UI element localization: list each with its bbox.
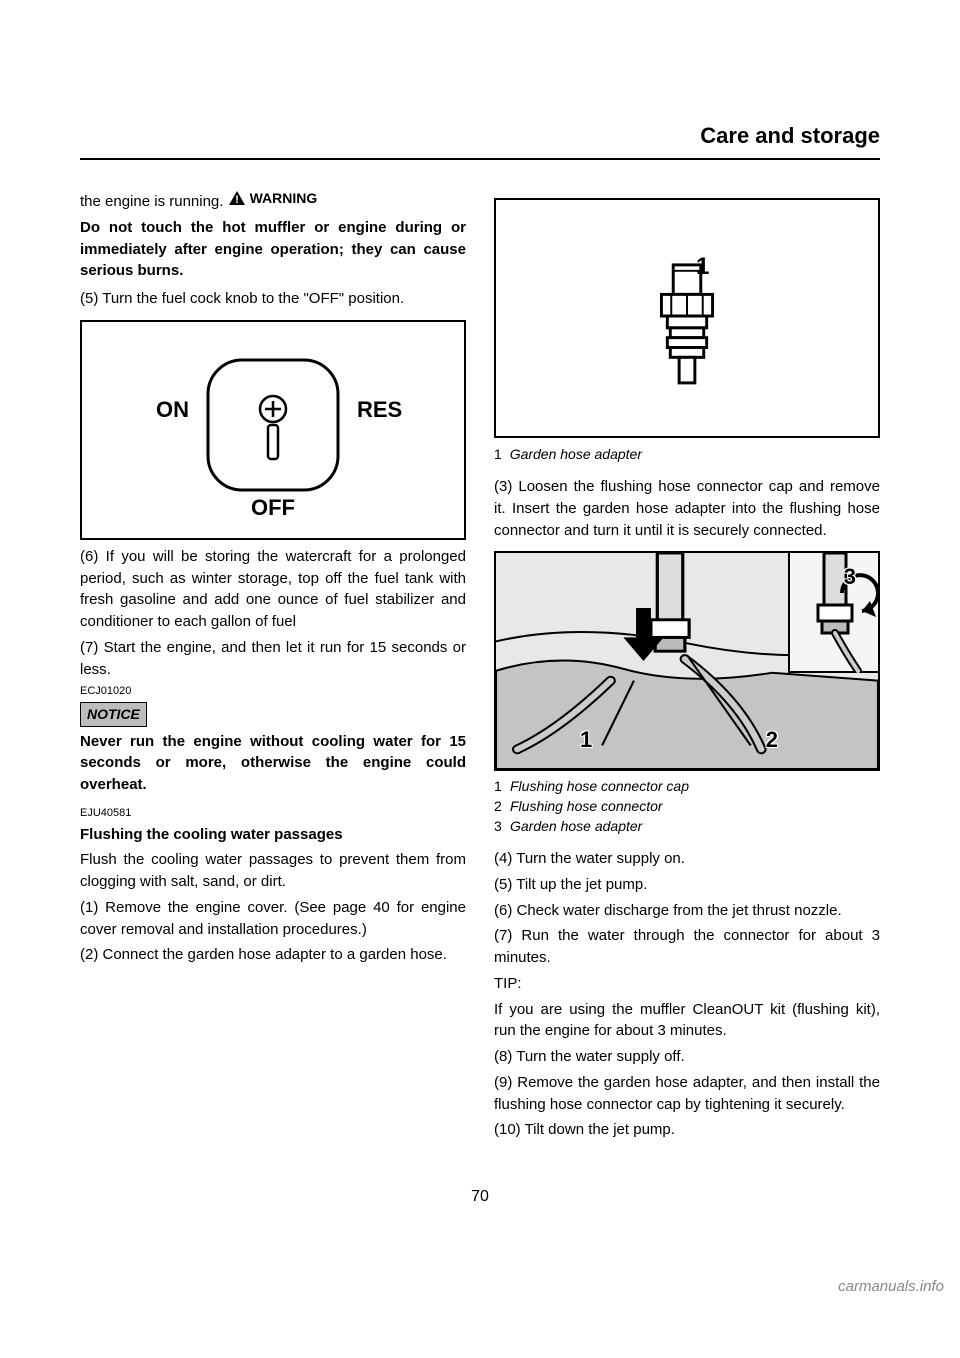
body-text: (1) Remove the engine cover. (See page 4… bbox=[80, 897, 466, 941]
body-text: (3) Loosen the flushing hose connector c… bbox=[494, 476, 880, 541]
figure-callout: 2 bbox=[766, 724, 778, 756]
body-text: (2) Connect the garden hose adapter to a… bbox=[80, 944, 466, 966]
body-text: (9) Remove the garden hose adapter, and … bbox=[494, 1072, 880, 1116]
warning-text: Do not touch the hot muffler or engine d… bbox=[80, 217, 466, 282]
figure-callout: 1 bbox=[580, 724, 592, 756]
body-text: (5) Turn the fuel cock knob to the "OFF"… bbox=[80, 288, 466, 310]
body-text: (5) Tilt up the jet pump. bbox=[494, 874, 880, 896]
body-text: (7) Run the water through the connector … bbox=[494, 925, 880, 969]
content-columns: the engine is running. ! WARNING Do not … bbox=[80, 188, 880, 1145]
caption-text: Garden hose adapter bbox=[510, 817, 642, 837]
body-text: (7) Start the engine, and then let it ru… bbox=[80, 637, 466, 681]
body-text: (10) Tilt down the jet pump. bbox=[494, 1119, 880, 1141]
section-heading: Flushing the cooling water passages bbox=[80, 824, 466, 846]
svg-text:!: ! bbox=[235, 194, 239, 206]
body-text: (4) Turn the water supply on. bbox=[494, 848, 880, 870]
warning-badge: ! WARNING bbox=[228, 188, 318, 208]
figure-hose-adapter: 1 bbox=[494, 198, 880, 438]
warning-triangle-icon: ! bbox=[228, 190, 246, 206]
caption-number: 1 bbox=[494, 446, 502, 462]
caption-number: 3 bbox=[494, 817, 510, 837]
page-title: Care and storage bbox=[80, 120, 880, 160]
manual-page: Care and storage the engine is running. … bbox=[0, 0, 960, 1268]
figure-flushing-connector: 1 2 3 bbox=[494, 551, 880, 771]
body-text: the engine is running. bbox=[80, 193, 223, 210]
body-text: Flush the cooling water passages to prev… bbox=[80, 849, 466, 893]
figure-caption: 1Flushing hose connector cap 2Flushing h… bbox=[494, 777, 880, 836]
right-column: 1 1 Garden hose adapter (3) Loosen the f… bbox=[494, 188, 880, 1145]
tip-text: If you are using the muffler CleanOUT ki… bbox=[494, 999, 880, 1043]
figure-callout: 1 bbox=[696, 250, 709, 285]
caption-text: Flushing hose connector cap bbox=[510, 777, 689, 797]
tip-label: TIP: bbox=[494, 975, 522, 992]
caption-text: Garden hose adapter bbox=[510, 446, 642, 462]
left-column: the engine is running. ! WARNING Do not … bbox=[80, 188, 466, 1145]
svg-text:OFF: OFF bbox=[251, 495, 295, 520]
notice-badge: NOTICE bbox=[80, 702, 147, 726]
figure-fuel-knob: ON RES OFF bbox=[80, 320, 466, 540]
figure-caption: 1 Garden hose adapter bbox=[494, 444, 880, 464]
warning-label: WARNING bbox=[250, 188, 318, 208]
page-number: 70 bbox=[80, 1185, 880, 1208]
code-label: ECJ01020 bbox=[80, 684, 466, 700]
caption-text: Flushing hose connector bbox=[510, 797, 663, 817]
caption-number: 2 bbox=[494, 797, 510, 817]
figure-callout: 3 bbox=[844, 561, 856, 593]
code-label: EJU40581 bbox=[80, 806, 466, 822]
body-text: (6) Check water discharge from the jet t… bbox=[494, 900, 880, 922]
notice-text: Never run the engine without cooling wat… bbox=[80, 731, 466, 796]
caption-number: 1 bbox=[494, 777, 510, 797]
svg-text:RES: RES bbox=[357, 397, 402, 422]
body-text: (6) If you will be storing the watercraf… bbox=[80, 546, 466, 633]
svg-text:ON: ON bbox=[156, 397, 189, 422]
figure-inset bbox=[788, 553, 878, 673]
body-text: (8) Turn the water supply off. bbox=[494, 1046, 880, 1068]
footer-watermark: carmanuals.info bbox=[0, 1268, 960, 1314]
